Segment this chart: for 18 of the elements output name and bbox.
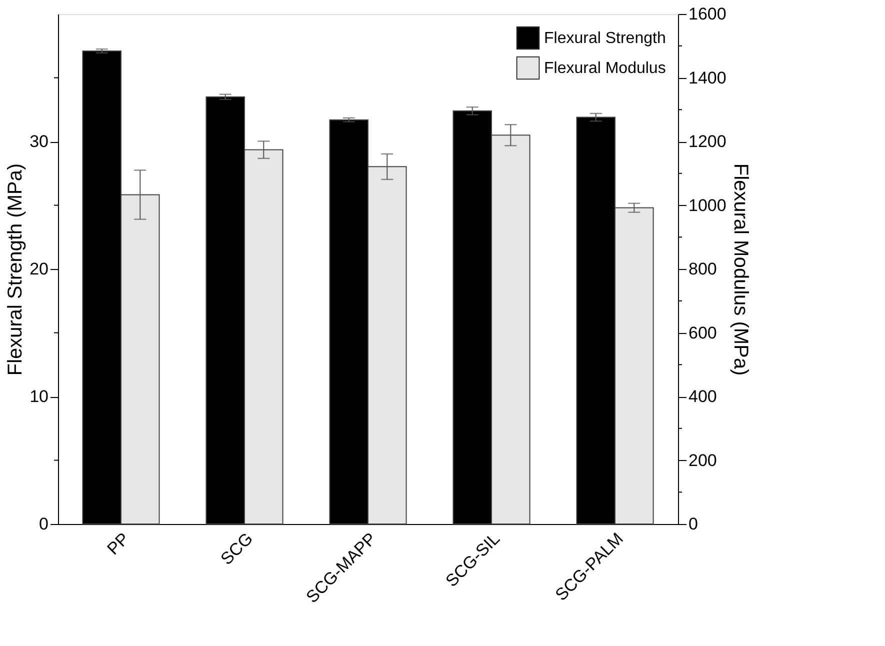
y-tick-label: 30 [30, 132, 48, 151]
y2-tick-label: 200 [688, 450, 717, 470]
y2-tick-label: 1600 [688, 4, 726, 24]
y2-tick-label: 1400 [688, 68, 726, 88]
y2-tick-label: 0 [688, 514, 698, 534]
y-axis-title: Flexural Strength (MPa) [4, 163, 27, 376]
y2-tick-label: 800 [688, 260, 717, 278]
legend-label: Flexural Strength [544, 30, 666, 47]
y2-tick-label: 1000 [688, 196, 726, 215]
y2-axis-title: Flexural Modulus (MPa) [729, 163, 752, 376]
legend-label: Flexural Modulus [544, 60, 666, 77]
x-tick-label: PP [104, 529, 134, 559]
y-tick-label: 10 [30, 387, 48, 406]
y2-tick-label: 400 [688, 387, 717, 406]
y-tick-label: 0 [39, 514, 48, 534]
y2-tick-label: 1200 [688, 132, 726, 151]
y-tick-label: 20 [30, 260, 48, 278]
y2-tick-label: 600 [688, 323, 717, 342]
